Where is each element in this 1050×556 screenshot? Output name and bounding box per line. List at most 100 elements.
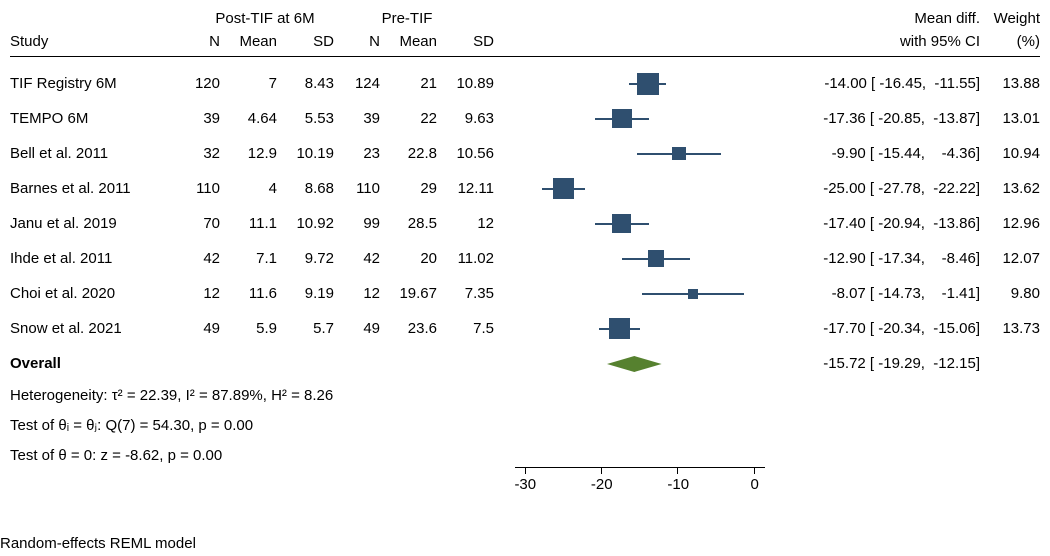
post-n: 39 [180, 101, 220, 136]
post-mean: 7.1 [222, 241, 277, 276]
weight: 12.07 [985, 241, 1040, 276]
pre-mean: 29 [382, 171, 437, 206]
hdr-pre-group: Pre-TIF [362, 8, 452, 30]
footer-line: Test of θ = 0: z = -8.62, p = 0.00 [10, 443, 490, 469]
ci-text: -14.00 [ -16.45, -11.55] [785, 66, 980, 101]
hdr-post-group: Post-TIF at 6M [195, 8, 335, 30]
pre-n: 110 [340, 171, 380, 206]
pre-sd: 7.35 [439, 276, 494, 311]
hdr-wt-2: (%) [985, 30, 1040, 54]
pre-n: 39 [340, 101, 380, 136]
hdr-study: Study [10, 30, 180, 54]
ci-text: -25.00 [ -27.78, -22.22] [785, 171, 980, 206]
post-sd: 10.19 [279, 136, 334, 171]
pre-n: 23 [340, 136, 380, 171]
ci-text: -9.90 [ -15.44, -4.36] [785, 136, 980, 171]
weight: 9.80 [985, 276, 1040, 311]
post-mean: 11.1 [222, 206, 277, 241]
hdr-wt-1: Weight [985, 8, 1040, 30]
post-mean: 4 [222, 171, 277, 206]
post-sd: 9.19 [279, 276, 334, 311]
pre-mean: 28.5 [382, 206, 437, 241]
footer-line: Test of θᵢ = θⱼ: Q(7) = 54.30, p = 0.00 [10, 413, 490, 439]
post-n: 42 [180, 241, 220, 276]
post-sd: 5.53 [279, 101, 334, 136]
axis-tick-label: -20 [577, 475, 627, 495]
point-box [612, 109, 631, 128]
post-n: 120 [180, 66, 220, 101]
pre-sd: 10.56 [439, 136, 494, 171]
point-box [672, 147, 685, 160]
study-name: TIF Registry 6M [10, 66, 180, 101]
pre-mean: 22.8 [382, 136, 437, 171]
hdr-ci-2: with 95% CI [785, 30, 980, 54]
pre-sd: 9.63 [439, 101, 494, 136]
study-name: Ihde et al. 2011 [10, 241, 180, 276]
weight: 12.96 [985, 206, 1040, 241]
point-box [688, 289, 698, 299]
post-sd: 9.72 [279, 241, 334, 276]
pre-sd: 12 [439, 206, 494, 241]
rule-top [10, 56, 1040, 57]
hdr-pre-mean: Mean [382, 30, 437, 54]
axis-tick [525, 467, 526, 474]
study-name: Janu et al. 2019 [10, 206, 180, 241]
weight: 10.94 [985, 136, 1040, 171]
post-mean: 11.6 [222, 276, 277, 311]
study-name: TEMPO 6M [10, 101, 180, 136]
point-box [637, 73, 659, 95]
hdr-pre-n: N [340, 30, 380, 54]
axis-tick [677, 467, 678, 474]
ci-text: -17.40 [ -20.94, -13.86] [785, 206, 980, 241]
ci-text: -17.70 [ -20.34, -15.06] [785, 311, 980, 346]
overall-diamond [607, 356, 662, 372]
pre-mean: 22 [382, 101, 437, 136]
ci-text: -12.90 [ -17.34, -8.46] [785, 241, 980, 276]
axis-tick-label: -30 [500, 475, 550, 495]
post-sd: 8.43 [279, 66, 334, 101]
overall-label: Overall [10, 346, 180, 381]
pre-n: 124 [340, 66, 380, 101]
post-sd: 8.68 [279, 171, 334, 206]
post-n: 49 [180, 311, 220, 346]
axis-tick-label: 0 [730, 475, 780, 495]
study-name: Barnes et al. 2011 [10, 171, 180, 206]
axis-tick [601, 467, 602, 474]
hdr-post-n: N [180, 30, 220, 54]
post-mean: 4.64 [222, 101, 277, 136]
axis-tick-label: -10 [653, 475, 703, 495]
pre-mean: 20 [382, 241, 437, 276]
post-n: 70 [180, 206, 220, 241]
pre-mean: 21 [382, 66, 437, 101]
pre-sd: 12.11 [439, 171, 494, 206]
post-sd: 5.7 [279, 311, 334, 346]
axis-tick [754, 467, 755, 474]
ci-text: -8.07 [ -14.73, -1.41] [785, 276, 980, 311]
weight: 13.62 [985, 171, 1040, 206]
forest-plot: Post-TIF at 6M Pre-TIF Mean diff.Weight Stu… [0, 0, 1050, 556]
ci-text: -17.36 [ -20.85, -13.87] [785, 101, 980, 136]
hdr-pre-sd: SD [439, 30, 494, 54]
hdr-ci-1: Mean diff. [785, 8, 980, 30]
point-box [609, 318, 631, 340]
study-name: Bell et al. 2011 [10, 136, 180, 171]
point-box [648, 250, 665, 267]
post-n: 110 [180, 171, 220, 206]
weight: 13.73 [985, 311, 1040, 346]
point-box [553, 178, 574, 199]
post-mean: 12.9 [222, 136, 277, 171]
pre-mean: 19.67 [382, 276, 437, 311]
study-name: Snow et al. 2021 [10, 311, 180, 346]
hdr-post-mean: Mean [222, 30, 277, 54]
post-sd: 10.92 [279, 206, 334, 241]
pre-n: 99 [340, 206, 380, 241]
weight: 13.01 [985, 101, 1040, 136]
footer-line: Heterogeneity: τ² = 22.39, I² = 87.89%, … [10, 383, 490, 409]
study-name: Choi et al. 2020 [10, 276, 180, 311]
pre-n: 42 [340, 241, 380, 276]
overall-ci: -15.72 [ -19.29, -12.15] [785, 346, 980, 381]
pre-sd: 10.89 [439, 66, 494, 101]
axis-line [515, 467, 764, 468]
hdr-post-sd: SD [279, 30, 334, 54]
pre-sd: 7.5 [439, 311, 494, 346]
